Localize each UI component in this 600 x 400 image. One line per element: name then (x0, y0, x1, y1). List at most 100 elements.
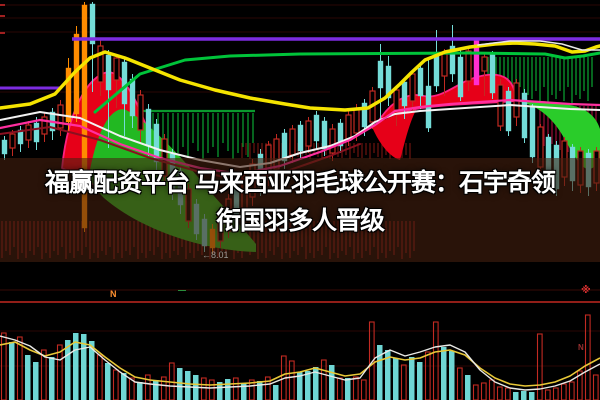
candle-body (457, 56, 464, 98)
volume-bar-up (480, 382, 487, 400)
volume-bar-up (592, 374, 599, 400)
candle-body (353, 108, 360, 134)
volume-bar-down (441, 347, 447, 400)
candle-body (1, 139, 8, 155)
volume-bar-down (137, 382, 143, 400)
axis-tick (0, 32, 5, 34)
volume-bar-up (360, 379, 367, 400)
axis-tick (0, 15, 5, 17)
bull-blob-right (377, 73, 517, 123)
candle-body (105, 54, 112, 91)
volume-bar-down (65, 340, 71, 400)
candle-body (137, 94, 144, 131)
volume-bar-down (313, 367, 319, 400)
candle-body (289, 128, 296, 156)
headline-line2: 衔国羽多人晋级 (215, 207, 385, 235)
volume-bar-up (584, 314, 591, 400)
volume-bar-down (297, 372, 303, 400)
volume-bar-up (232, 377, 239, 400)
volume-bar-up (128, 377, 135, 400)
volume-bar-up (320, 359, 327, 400)
volume-bar-up (544, 389, 551, 400)
ribbon-line-magenta (0, 98, 600, 176)
candle-body (33, 122, 40, 143)
volume-bar-down (153, 380, 159, 400)
volume-bar-up (336, 377, 343, 400)
volume-bar-down (345, 378, 351, 400)
candle-body (25, 124, 32, 141)
candle-body (377, 60, 384, 89)
volume-ma-white (0, 335, 600, 391)
volume-bar-down (185, 371, 191, 400)
marker-green-dash: — (178, 286, 186, 295)
volume-bar-down (521, 391, 527, 400)
volume-bar-down (73, 333, 79, 400)
volume-bar-up (560, 383, 567, 400)
candle-body (305, 120, 312, 147)
candle-body (9, 133, 16, 149)
volume-bar-up (424, 351, 431, 400)
volume-bar-up (536, 333, 543, 400)
candle-body (57, 104, 64, 129)
volume-bar-down (257, 381, 263, 400)
volume-bar-down (9, 342, 15, 400)
volume-bar-up (472, 384, 479, 400)
candle-body (433, 54, 440, 87)
candle-body (337, 122, 344, 147)
volume-bar-up (16, 336, 23, 400)
candle-body (345, 114, 352, 140)
candle-body (393, 89, 400, 111)
candle-body (409, 73, 416, 102)
volume-bar-up (496, 386, 503, 400)
headline-overlay: 福赢配资平台 马来西亚羽毛球公开赛：石宇奇领 衔国羽多人晋级 (0, 158, 600, 262)
candle-body (121, 61, 128, 105)
candle-body (361, 102, 368, 128)
ma-green (93, 51, 600, 114)
volume-bar-down (121, 373, 127, 400)
volume-bar-down (273, 385, 279, 400)
volume-bar-up (504, 387, 511, 400)
volume-bar-down (513, 392, 519, 400)
volume-bar-down (305, 371, 311, 400)
candle-body (89, 3, 96, 45)
volume-bar-down (81, 334, 87, 400)
volume-bar-down (49, 357, 55, 400)
volume-bar-down (409, 357, 415, 400)
candle-body (41, 116, 48, 135)
volume-bar-down (25, 355, 31, 400)
candle-body (385, 65, 392, 99)
candle-body (505, 90, 512, 132)
volume-bar-up (552, 387, 559, 400)
candle-body (297, 124, 304, 152)
volume-ma-yellow (0, 341, 600, 387)
volume-bar-down (105, 363, 111, 400)
candle-body (17, 129, 24, 145)
volume-bar-down (217, 382, 223, 400)
volume-bar-up (0, 332, 7, 400)
headline-line1: 福赢配资平台 马来西亚羽毛球公开赛：石宇奇领 (45, 169, 556, 197)
price-low-label: ←8.01 (202, 250, 229, 260)
volume-bar-down (225, 379, 231, 400)
volume-bar-up (208, 379, 215, 400)
marker-orange-n: N (110, 289, 117, 299)
volume-bar-up (456, 367, 463, 400)
volume-bar-up (576, 370, 583, 400)
volume-bar-up (160, 376, 167, 400)
marker-darkred-n: N (578, 343, 584, 352)
candle-body (401, 81, 408, 107)
volume-bar-up (200, 377, 207, 400)
candle-body (97, 45, 104, 83)
volume-bar-down (89, 341, 95, 400)
volume-bar-down (329, 365, 335, 400)
volume-bar-down (465, 375, 471, 400)
ribbon-line-white (0, 104, 600, 168)
candle-body (145, 108, 152, 147)
candle-body (465, 50, 472, 82)
volume-bar-up (432, 321, 439, 400)
candle-body (113, 57, 120, 81)
volume-bar-up (352, 376, 359, 400)
volume-bar-down (385, 350, 391, 400)
marker-red-glyph: ※ (581, 285, 591, 296)
